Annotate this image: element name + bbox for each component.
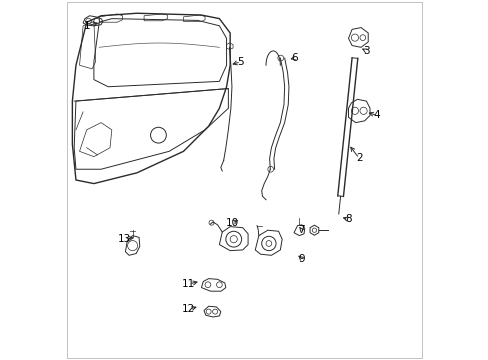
Text: 3: 3 <box>363 46 369 56</box>
Text: 13: 13 <box>118 234 131 244</box>
Text: 8: 8 <box>345 215 351 224</box>
Text: 12: 12 <box>182 304 195 314</box>
Text: 5: 5 <box>237 57 244 67</box>
Text: 11: 11 <box>182 279 195 289</box>
Text: 4: 4 <box>373 111 380 121</box>
Text: 7: 7 <box>298 225 305 235</box>
Text: 2: 2 <box>355 153 362 163</box>
Text: 10: 10 <box>225 218 238 228</box>
Text: 9: 9 <box>298 254 305 264</box>
Text: 6: 6 <box>291 53 297 63</box>
Text: 1: 1 <box>83 21 90 31</box>
